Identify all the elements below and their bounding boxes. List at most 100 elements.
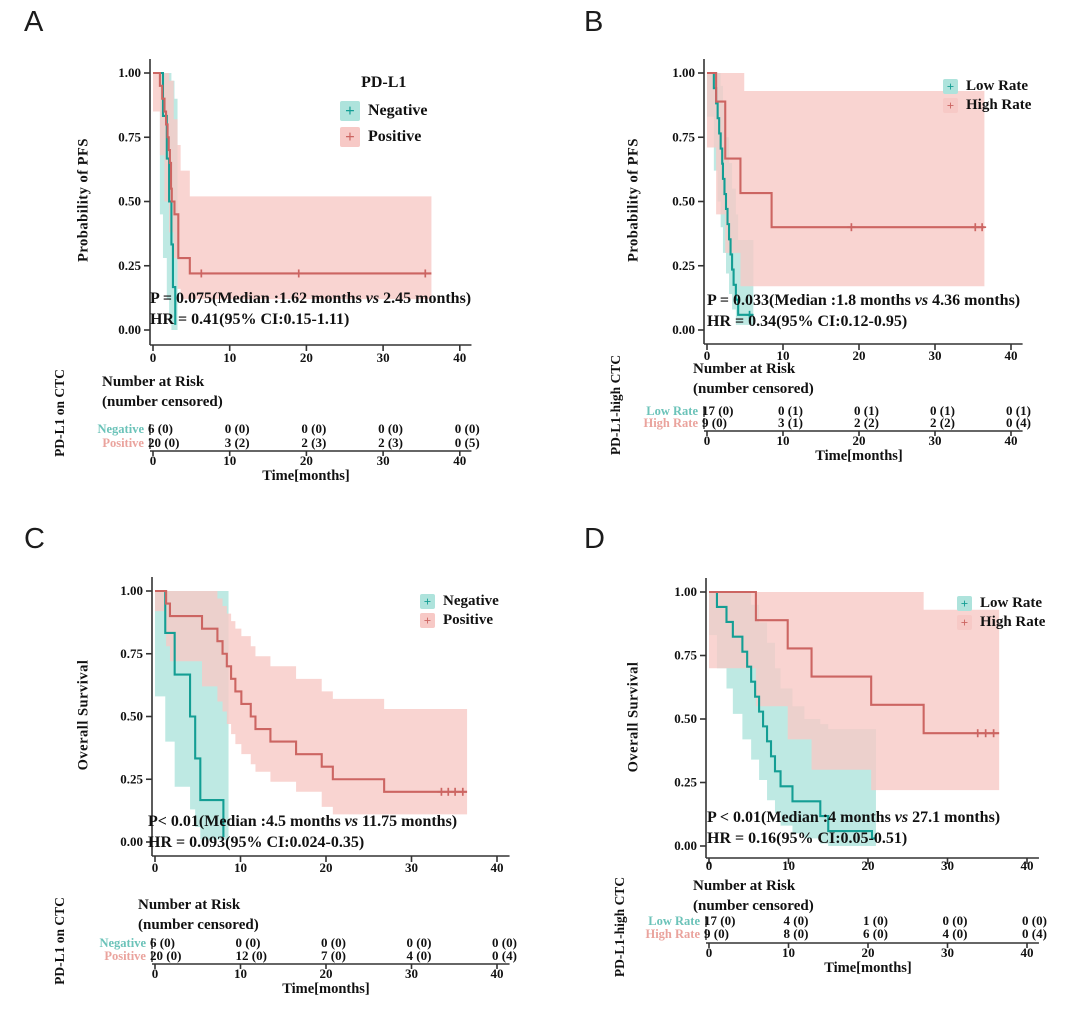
risk-x-tick-label: 0 bbox=[704, 433, 711, 448]
risk-count-cell: 6 (0) bbox=[863, 926, 888, 941]
legend-entry-label: Negative bbox=[368, 102, 428, 119]
legend-key-icon: + bbox=[957, 615, 972, 630]
x-tick-label: 10 bbox=[234, 860, 247, 875]
risk-count-cell: 0 (0) bbox=[1022, 913, 1047, 928]
positive-censor-mark bbox=[294, 269, 303, 278]
y-tick-label: 1.00 bbox=[672, 65, 695, 80]
risk-count-cell: 17 (0) bbox=[702, 403, 733, 418]
risk-x-tick-label: 30 bbox=[377, 453, 390, 468]
risk-header-line1: Number at Risk bbox=[102, 374, 205, 390]
negative-survival-curve bbox=[153, 71, 177, 325]
high-rate-survival-curve bbox=[709, 590, 1000, 735]
risk-x-tick-label: 30 bbox=[941, 945, 954, 960]
positive-censor-mark bbox=[444, 787, 453, 796]
x-axis-label: Time[months] bbox=[282, 981, 370, 997]
risk-count-cell: 4 (0) bbox=[784, 913, 809, 928]
p-value-line: P< 0.01(Median :4.5 months vs 11.75 mont… bbox=[148, 813, 458, 830]
legend-entry-negative: + Negative bbox=[340, 101, 428, 121]
positive-censor-mark bbox=[437, 787, 446, 796]
risk-count-cell: 0 (0) bbox=[492, 935, 517, 950]
panel-c-os-by-pdl1: C 1.00 0.75 0.50 0.25 0.00 0 10 20 30 40 0 10 20 30 40… bbox=[0, 517, 540, 1023]
legend-key-icon: + bbox=[340, 101, 360, 121]
risk-count-cell: 9 (0) bbox=[704, 926, 729, 941]
panel-letter: C bbox=[24, 523, 45, 555]
y-axis-label: Overall Survival bbox=[625, 661, 642, 773]
x-tick-label: 0 bbox=[704, 348, 711, 363]
risk-header-line2: (number censored) bbox=[693, 381, 814, 397]
y-tick-label: 0.25 bbox=[672, 258, 695, 273]
high-rate-confidence-band bbox=[709, 592, 1000, 791]
positive-censor-mark bbox=[451, 787, 460, 796]
y-tick-label: 1.00 bbox=[118, 65, 141, 80]
legend-entry-negative: + Negative bbox=[420, 593, 499, 610]
risk-x-tick-label: 0 bbox=[150, 453, 157, 468]
risk-group-label: PD-L1 on CTC bbox=[52, 897, 67, 985]
risk-x-tick-label: 40 bbox=[453, 453, 466, 468]
risk-x-tick-label: 10 bbox=[782, 945, 795, 960]
panel-d-os-by-ctc-rate: D 1.00 0.75 0.50 0.25 0.00 0 10 20 30 40 0 10 20 30 40… bbox=[540, 517, 1080, 1023]
risk-count-cell: 17 (0) bbox=[704, 913, 735, 928]
risk-x-tick-label: 30 bbox=[929, 433, 942, 448]
risk-row-label-low-rate: Low Rate bbox=[648, 914, 700, 928]
risk-count-cell: 20 (0) bbox=[148, 435, 179, 450]
risk-row-label-positive: Positive bbox=[104, 949, 146, 963]
legend-entry-label: High Rate bbox=[966, 97, 1032, 113]
p-value-line: P = 0.075(Median :1.62 months vs 2.45 mo… bbox=[150, 290, 472, 307]
risk-x-tick-label: 20 bbox=[862, 945, 875, 960]
low-rate-survival-curve bbox=[707, 71, 754, 316]
risk-x-tick-label: 10 bbox=[223, 453, 236, 468]
legend-entry-positive: + Positive bbox=[340, 127, 428, 147]
low-rate-censor-mark bbox=[745, 310, 754, 319]
legend-key-icon: + bbox=[420, 613, 435, 628]
risk-count-cell: 3 (1) bbox=[778, 415, 803, 430]
risk-count-cell: 9 (0) bbox=[702, 415, 727, 430]
positive-confidence-band bbox=[153, 73, 432, 300]
risk-count-cell: 0 (0) bbox=[455, 421, 480, 436]
x-tick-label: 20 bbox=[862, 858, 875, 873]
risk-count-cell: 6 (0) bbox=[148, 421, 173, 436]
y-tick-label: 0.25 bbox=[120, 771, 143, 786]
stats-annotation: P = 0.075(Median :1.62 months vs 2.45 mo… bbox=[150, 288, 471, 330]
x-tick-label: 20 bbox=[300, 350, 313, 365]
legend: + Low Rate + High Rate bbox=[957, 593, 1045, 633]
risk-count-cell: 2 (2) bbox=[854, 415, 879, 430]
high-rate-censor-mark bbox=[989, 729, 998, 738]
legend-entry-high-rate: + High Rate bbox=[957, 614, 1045, 631]
high-rate-censor-mark bbox=[981, 729, 990, 738]
risk-x-tick-label: 40 bbox=[491, 966, 504, 981]
risk-row-label-high-rate: High Rate bbox=[645, 927, 700, 941]
y-axis-label: Overall Survival bbox=[75, 659, 92, 771]
x-tick-label: 30 bbox=[941, 858, 954, 873]
risk-x-tick-label: 10 bbox=[234, 966, 247, 981]
y-tick-label: 0.25 bbox=[674, 775, 697, 790]
x-tick-label: 10 bbox=[777, 348, 790, 363]
y-tick-label: 0.00 bbox=[674, 838, 697, 853]
y-tick-label: 0.25 bbox=[118, 258, 141, 273]
risk-x-tick-label: 40 bbox=[1005, 433, 1018, 448]
risk-count-cell: 7 (0) bbox=[321, 948, 346, 963]
stats-annotation: P< 0.01(Median :4.5 months vs 11.75 mont… bbox=[148, 811, 457, 853]
x-tick-label: 30 bbox=[405, 860, 418, 875]
hazard-ratio-line: HR = 0.093(95% CI:0.024-0.35) bbox=[148, 834, 365, 851]
y-tick-label: 0.75 bbox=[118, 129, 141, 144]
x-tick-label: 0 bbox=[152, 860, 159, 875]
risk-count-cell: 0 (0) bbox=[321, 935, 346, 950]
high-rate-censor-mark bbox=[978, 223, 987, 232]
risk-count-cell: 2 (3) bbox=[378, 435, 403, 450]
legend-entry-label: Positive bbox=[443, 612, 493, 628]
risk-x-tick-label: 20 bbox=[320, 966, 333, 981]
x-tick-label: 20 bbox=[853, 348, 866, 363]
positive-censor-mark bbox=[458, 787, 467, 796]
stats-annotation: P = 0.033(Median :1.8 months vs 4.36 mon… bbox=[707, 290, 1020, 332]
negative-survival-curve bbox=[155, 589, 225, 837]
risk-count-cell: 0 (1) bbox=[854, 403, 879, 418]
legend-entry-label: High Rate bbox=[980, 614, 1046, 630]
risk-count-cell: 1 (0) bbox=[863, 913, 888, 928]
y-tick-label: 0.50 bbox=[118, 194, 141, 209]
km-plot-svg: 1.00 0.75 0.50 0.25 0.00 0 10 20 30 40 0 10 20 30 40 Ne… bbox=[99, 577, 517, 981]
legend-entry-label: Low Rate bbox=[980, 595, 1043, 611]
x-axis-label: Time[months] bbox=[262, 468, 350, 484]
risk-group-label: PD-L1-high CTC bbox=[608, 354, 623, 456]
